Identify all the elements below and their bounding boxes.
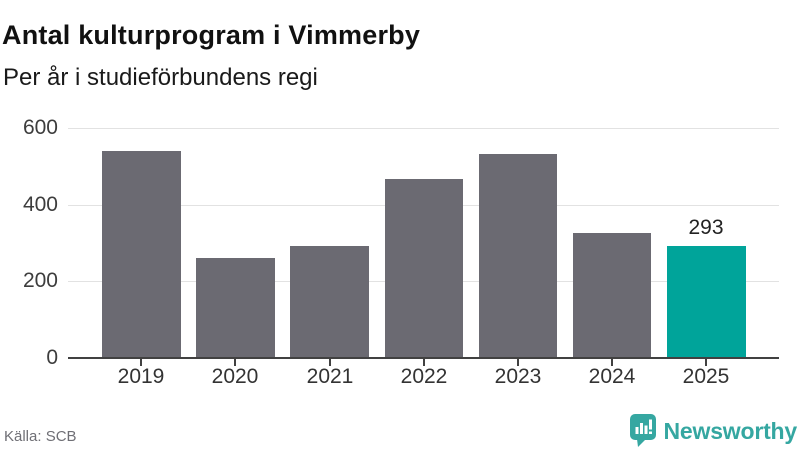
y-axis-label-0: 0	[46, 346, 58, 369]
gridline-600	[68, 128, 779, 129]
y-axis-label-400: 400	[22, 193, 58, 216]
x-tick-2024	[611, 359, 613, 366]
x-axis-label-2025: 2025	[682, 365, 730, 388]
bar-2020	[196, 257, 275, 358]
x-tick-2020	[234, 359, 236, 366]
newsworthy-logo-icon	[629, 413, 657, 447]
x-axis-label-2024: 2024	[588, 365, 636, 388]
x-tick-2023	[517, 359, 519, 366]
x-axis-line	[68, 357, 779, 359]
bar-2024	[572, 233, 652, 358]
bar-value-label-2025: 293	[688, 216, 724, 239]
y-axis-label-200: 200	[22, 269, 58, 292]
x-axis-label-2020: 2020	[211, 365, 259, 388]
x-tick-2025	[705, 359, 707, 366]
bar-2022	[384, 179, 463, 358]
source-attribution: Källa: SCB	[4, 428, 77, 445]
newsworthy-wordmark: Newsworthy	[663, 417, 798, 444]
x-tick-2022	[423, 359, 425, 366]
x-axis-label-2019: 2019	[117, 365, 165, 388]
chart-title: Antal kulturprogram i Vimmerby	[2, 20, 421, 51]
x-axis-label-2021: 2021	[306, 365, 354, 388]
y-axis-label-600: 600	[22, 116, 58, 139]
x-axis-label-2023: 2023	[494, 365, 542, 388]
chart-subtitle: Per år i studieförbundens regi	[3, 64, 318, 91]
bar-2021	[290, 246, 369, 358]
bar-2019	[102, 151, 181, 358]
bar-2023	[478, 154, 558, 358]
x-axis-label-2022: 2022	[400, 365, 448, 388]
newsworthy-branding: Newsworthy	[629, 413, 797, 447]
x-tick-2019	[140, 359, 142, 366]
x-tick-2021	[329, 359, 331, 366]
bar-2025	[667, 245, 746, 358]
